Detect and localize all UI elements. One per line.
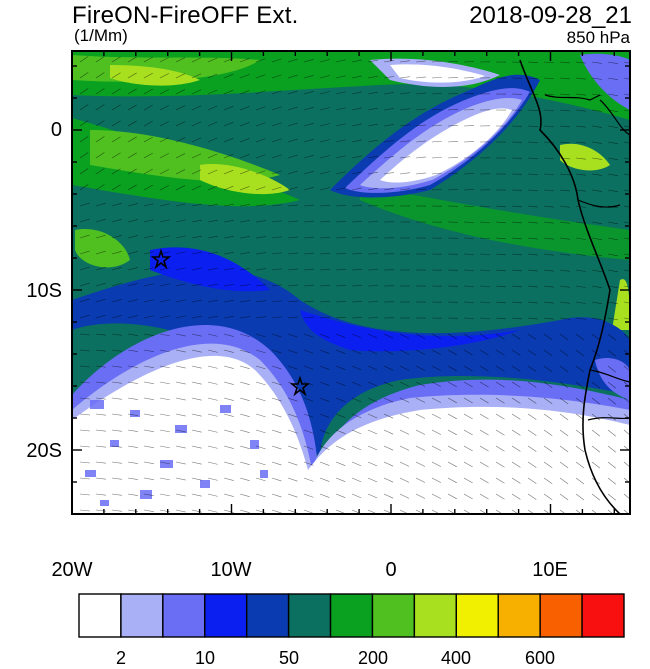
colorbar-swatch <box>331 594 373 637</box>
colorbar-swatch <box>372 594 414 637</box>
colorbar <box>79 594 624 637</box>
lon-label-20w: 20W <box>51 559 92 582</box>
lat-label-10s: 10S <box>0 280 62 303</box>
lat-label-20s: 20S <box>0 440 62 463</box>
colorbar-swatch <box>540 594 582 637</box>
colorbar-swatch <box>205 594 247 637</box>
extinction-field <box>72 51 630 514</box>
lon-label-10e: 10E <box>532 559 568 582</box>
colorbar-swatch <box>414 594 456 637</box>
colorbar-swatch <box>163 594 205 637</box>
lon-label-0: 0 <box>385 559 396 582</box>
colorbar-swatch <box>121 594 163 637</box>
colorbar-label-600: 600 <box>525 648 555 669</box>
colorbar-label-200: 200 <box>358 648 388 669</box>
colorbar-swatch <box>79 594 121 637</box>
colorbar-label-400: 400 <box>441 648 471 669</box>
lon-label-10w: 10W <box>210 559 251 582</box>
colorbar-swatch <box>289 594 331 637</box>
colorbar-label-10: 10 <box>195 648 215 669</box>
colorbar-swatch <box>498 594 540 637</box>
colorbar-label-2: 2 <box>116 648 126 669</box>
colorbar-swatch <box>247 594 289 637</box>
colorbar-swatch <box>456 594 498 637</box>
lat-label-0: 0 <box>0 119 62 142</box>
colorbar-swatch <box>582 594 624 637</box>
colorbar-label-50: 50 <box>279 648 299 669</box>
